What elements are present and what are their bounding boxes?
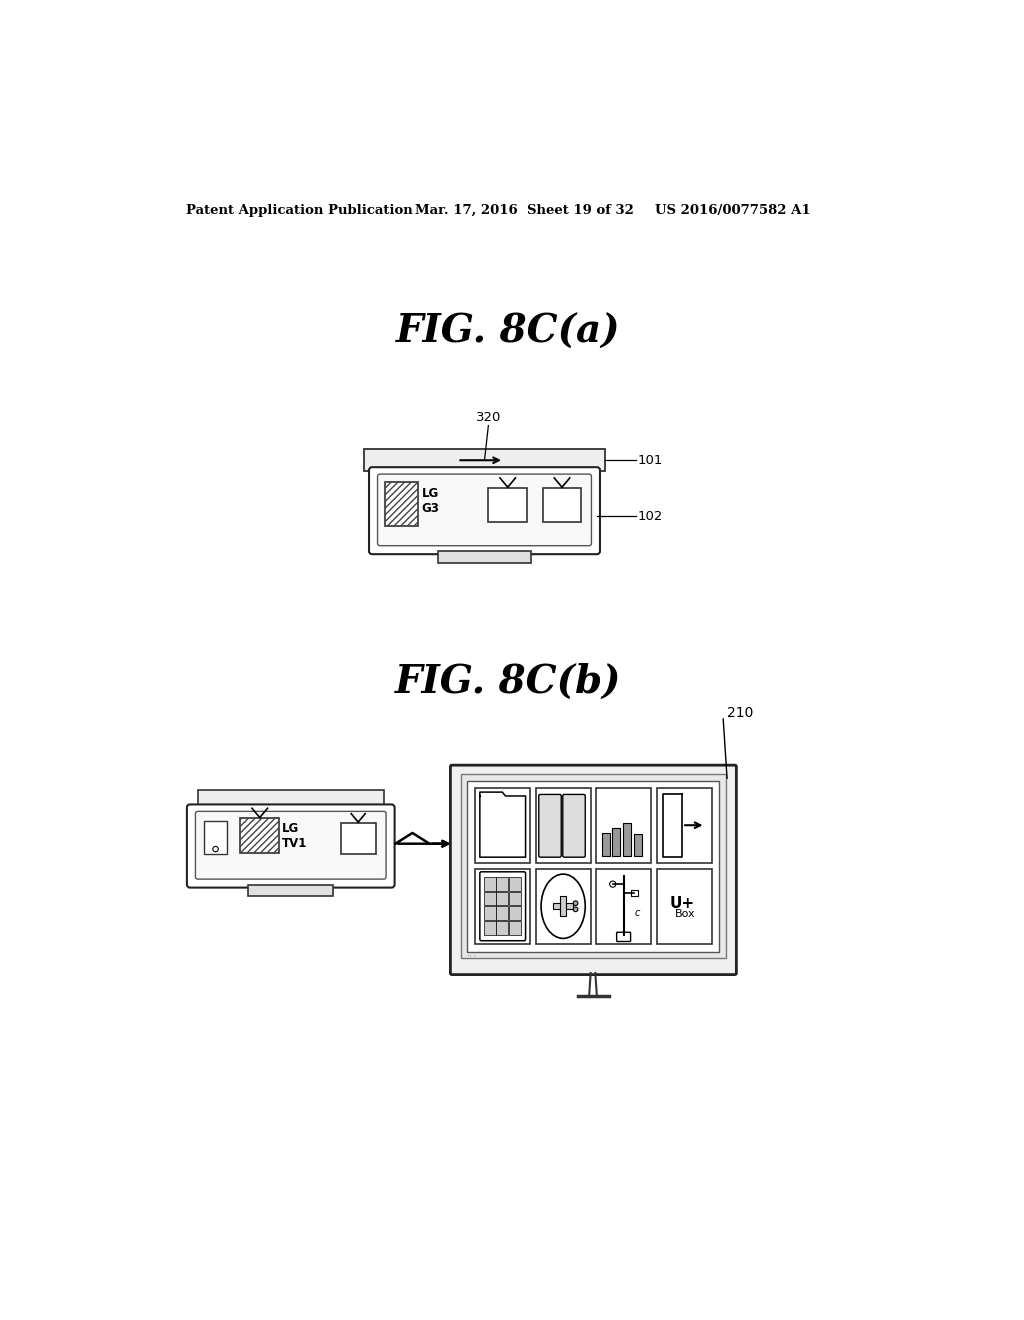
Bar xyxy=(632,890,638,896)
Text: 210: 210 xyxy=(727,706,754,719)
Bar xyxy=(560,896,566,916)
Bar xyxy=(536,869,591,944)
Bar xyxy=(536,788,591,863)
Bar xyxy=(483,892,496,906)
Bar xyxy=(656,788,712,863)
Bar xyxy=(365,449,604,471)
Text: Mar. 17, 2016  Sheet 19 of 32: Mar. 17, 2016 Sheet 19 of 32 xyxy=(415,205,634,218)
Text: LG
TV1: LG TV1 xyxy=(282,822,307,850)
Bar xyxy=(656,869,712,944)
Bar xyxy=(634,834,642,855)
Text: c: c xyxy=(635,908,640,917)
Circle shape xyxy=(573,907,578,912)
Bar xyxy=(241,818,280,853)
Bar xyxy=(553,903,573,909)
FancyBboxPatch shape xyxy=(451,766,736,974)
Bar xyxy=(624,824,631,855)
FancyBboxPatch shape xyxy=(539,795,561,857)
Text: LG
G3: LG G3 xyxy=(422,487,439,515)
Bar xyxy=(596,788,651,863)
Ellipse shape xyxy=(541,874,586,939)
Text: US 2016/0077582 A1: US 2016/0077582 A1 xyxy=(655,205,811,218)
FancyBboxPatch shape xyxy=(187,804,394,887)
Text: FIG. 8C(b): FIG. 8C(b) xyxy=(394,663,621,701)
Bar xyxy=(385,482,418,527)
Bar xyxy=(509,907,521,920)
Bar xyxy=(483,921,496,935)
Text: .. .: .. . xyxy=(467,950,476,957)
Bar xyxy=(475,869,530,944)
Bar xyxy=(341,822,376,854)
Bar xyxy=(509,892,521,906)
Bar xyxy=(596,869,651,944)
Bar xyxy=(198,789,384,809)
Text: 320: 320 xyxy=(476,411,501,424)
FancyBboxPatch shape xyxy=(480,871,525,941)
FancyBboxPatch shape xyxy=(378,474,592,545)
Bar xyxy=(602,833,610,855)
Bar xyxy=(509,878,521,891)
Bar xyxy=(612,828,621,855)
Bar xyxy=(543,488,582,521)
Circle shape xyxy=(573,900,578,906)
Bar xyxy=(248,884,334,896)
Text: Patent Application Publication: Patent Application Publication xyxy=(186,205,413,218)
Bar xyxy=(497,921,508,935)
Bar xyxy=(483,878,496,891)
Text: FIG. 8C(a): FIG. 8C(a) xyxy=(395,313,621,351)
Text: 101: 101 xyxy=(638,454,664,467)
Bar xyxy=(488,488,527,521)
Text: Box: Box xyxy=(675,909,696,919)
Text: U+: U+ xyxy=(670,896,695,911)
Bar xyxy=(461,775,726,958)
Bar xyxy=(497,892,508,906)
FancyBboxPatch shape xyxy=(616,932,631,941)
Bar xyxy=(497,878,508,891)
FancyBboxPatch shape xyxy=(196,812,386,879)
Bar xyxy=(438,552,531,564)
Text: 102: 102 xyxy=(638,510,664,523)
Bar xyxy=(241,818,280,853)
Bar xyxy=(483,907,496,920)
FancyBboxPatch shape xyxy=(369,467,600,554)
Bar xyxy=(467,780,719,952)
Bar xyxy=(385,482,418,527)
Bar xyxy=(497,907,508,920)
Bar xyxy=(204,821,227,854)
Bar xyxy=(509,921,521,935)
FancyBboxPatch shape xyxy=(563,795,586,857)
Bar xyxy=(475,788,530,863)
